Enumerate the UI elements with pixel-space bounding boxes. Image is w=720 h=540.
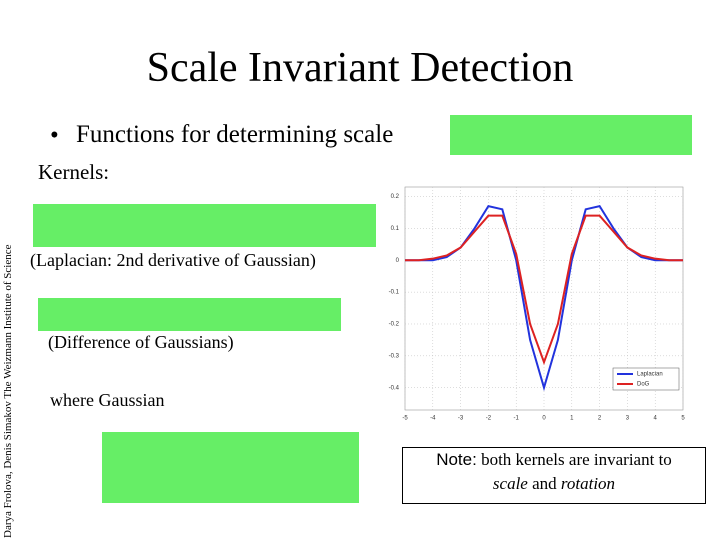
note-rotation: rotation: [560, 474, 616, 493]
x-tick-label: 2: [598, 416, 602, 420]
formula-box: [102, 432, 359, 503]
laplacian-caption: (Laplacian: 2nd derivative of Gaussian): [30, 250, 316, 270]
dog-caption: (Difference of Gaussians): [48, 332, 234, 352]
x-tick-label: -3: [458, 416, 464, 420]
x-tick-label: -4: [430, 416, 436, 420]
y-tick-label: -0.2: [389, 322, 400, 328]
chart: 0.2 0.1 0 -0.1 -0.2 -0.3 -0.4 -5 -4 -3 -2 -1 0 1 2 3 4 5 L…: [389, 186, 685, 420]
y-tick-label: -0.4: [389, 385, 400, 391]
note-and: and: [532, 474, 557, 493]
title: Scale Invariant Detection: [146, 45, 574, 91]
note-text: both kernels are invariant to: [481, 450, 672, 469]
legend-label: Laplacian: [637, 372, 663, 378]
y-tick-label: -0.1: [389, 290, 400, 296]
bullet: Functions for determining scale: [76, 121, 394, 148]
x-tick-label: 1: [570, 416, 574, 420]
x-tick-label: 3: [626, 416, 630, 420]
y-tick-label: 0.1: [391, 226, 400, 232]
x-tick-label: -1: [514, 416, 520, 420]
note-scale: scale: [492, 474, 528, 493]
x-tick-label: -2: [486, 416, 492, 420]
bullet-dot: •: [50, 122, 59, 149]
x-tick-label: 5: [681, 416, 685, 420]
side-credit: Darya Frolova, Denis Simakov The Weizman…: [2, 244, 14, 539]
x-tick-label: -5: [402, 416, 408, 420]
line-series: [405, 214, 683, 366]
formula-box: [38, 298, 341, 331]
formula-box: [450, 115, 692, 155]
gaussian-caption: where Gaussian: [50, 390, 165, 410]
x-tick-label: 0: [542, 416, 546, 420]
y-tick-label: 0.2: [391, 194, 400, 200]
kernels-label: Kernels:: [38, 160, 110, 184]
legend-label: DoG: [637, 382, 650, 388]
y-tick-label: 0: [396, 258, 400, 264]
formula-box: [33, 204, 376, 247]
x-tick-label: 4: [654, 416, 658, 420]
y-tick-label: -0.3: [389, 353, 400, 359]
note-label: Note:: [436, 450, 477, 469]
note-box: Note: both kernels are invariant to scal…: [402, 447, 706, 504]
